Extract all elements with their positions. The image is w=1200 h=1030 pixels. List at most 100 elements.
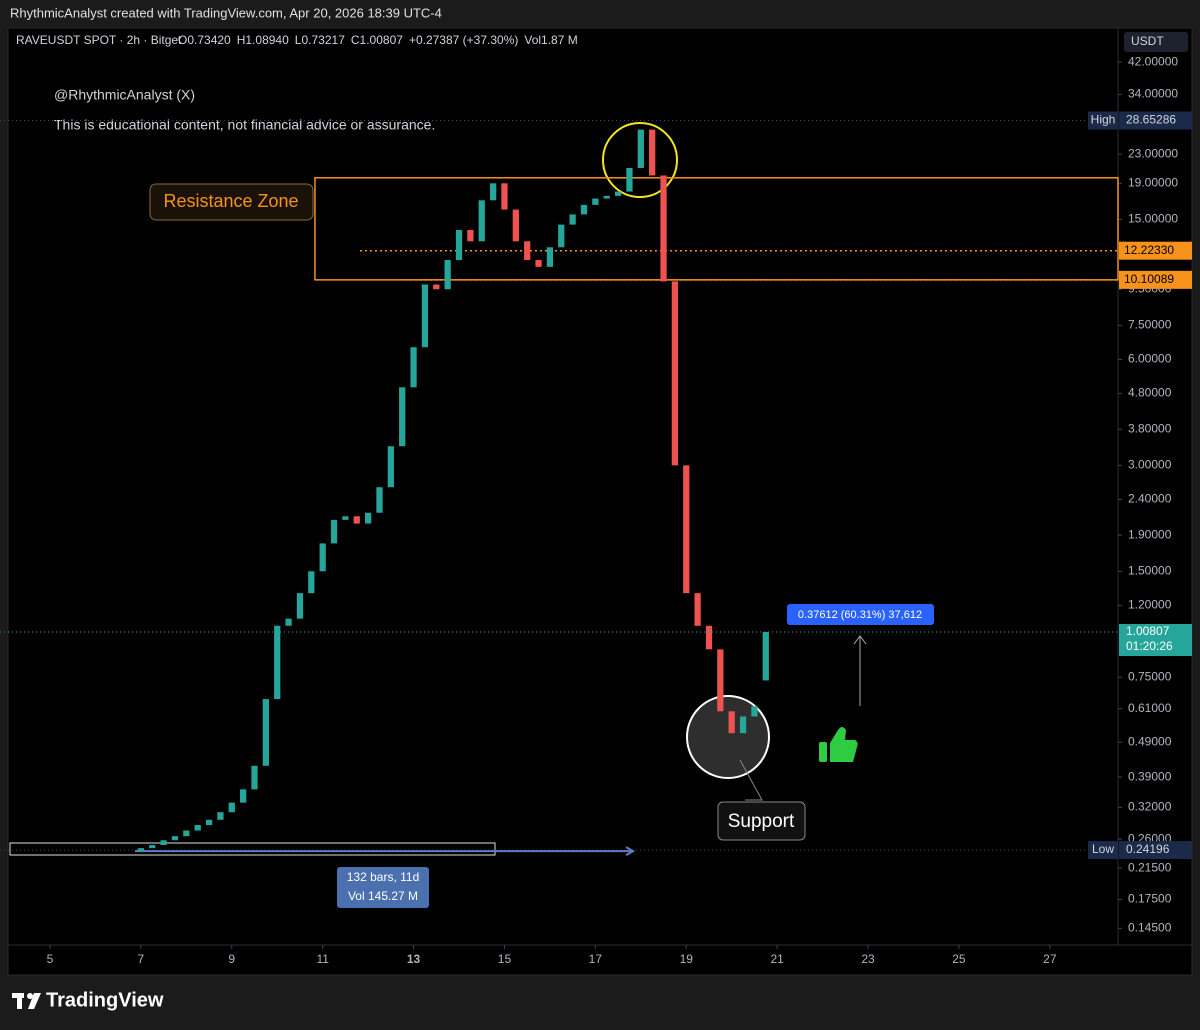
candle-body: [739, 716, 747, 734]
thumbs-up: [819, 727, 858, 762]
candle-body: [455, 229, 463, 261]
measure-arrowhead: [625, 846, 636, 856]
candle-body: [569, 214, 576, 225]
legend-change: +0.27387 (+37.30%): [409, 33, 518, 47]
candle-body: [364, 512, 372, 524]
candle-body: [399, 387, 406, 447]
candle-body: [433, 284, 440, 290]
candle-body: [637, 129, 644, 169]
support-box: [717, 801, 806, 841]
legend-value: 1.00807: [360, 33, 404, 47]
y-tick-label: 0.14500: [1128, 920, 1172, 934]
x-tick-label: 13: [407, 952, 421, 966]
projection-label: 0.37612 (60.31%) 37,612: [798, 609, 922, 621]
candle-body: [580, 204, 588, 215]
candle-body: [353, 516, 360, 524]
y-tick-label: 0.39000: [1128, 769, 1172, 783]
candle-body: [217, 812, 224, 820]
range-box: [9, 842, 496, 856]
legend-value: 0.73217: [301, 33, 345, 47]
candle-body: [512, 209, 519, 242]
candle-body: [467, 229, 474, 242]
x-tick-label: 15: [498, 952, 512, 966]
candle-body: [205, 819, 213, 826]
support-callout: [739, 759, 763, 801]
legend-key: H: [237, 33, 246, 47]
x-tick-label: 7: [138, 952, 145, 966]
low-value-box: [1119, 841, 1192, 860]
symbol: RAVEUSDT SPOT · 2h · Bitget: [16, 33, 182, 47]
level-label-box: [1119, 270, 1192, 289]
brand: TradingView: [46, 989, 164, 1011]
candle-body: [546, 247, 554, 267]
peak-circle: [602, 122, 678, 198]
last-price-box: [1119, 624, 1192, 657]
low-value: 0.24196: [1126, 842, 1170, 856]
candle-body: [558, 224, 565, 248]
candle-body: [137, 848, 145, 852]
legend-value: 1.08940: [245, 33, 289, 47]
y-tick-label: 1.50000: [1128, 563, 1172, 577]
candle-body: [274, 625, 281, 700]
candle-body: [183, 830, 190, 837]
candle-body: [171, 836, 179, 841]
legend-value: 0.73420: [187, 33, 231, 47]
level-label: 12.22330: [1124, 243, 1174, 257]
candle-body: [751, 706, 758, 717]
high-name: High: [1091, 113, 1116, 127]
candle-body: [649, 129, 656, 176]
candle-body: [501, 183, 508, 210]
countdown: 01:20:26: [1126, 639, 1173, 653]
y-tick-label: 23.00000: [1128, 146, 1178, 160]
candle-body: [603, 195, 610, 199]
x-tick-label: 9: [228, 952, 235, 966]
candle-body: [330, 519, 338, 544]
candle-body: [705, 625, 713, 650]
note: @RhythmicAnalyst (X): [54, 87, 195, 103]
candle-body: [410, 347, 417, 388]
candle-body: [478, 200, 485, 242]
candle-body: [194, 825, 201, 831]
x-tick-label: 17: [589, 952, 603, 966]
measure-box: [337, 867, 429, 908]
x-tick-label: 5: [47, 952, 54, 966]
x-tick-label: 21: [770, 952, 784, 966]
candle-body: [660, 175, 667, 282]
candle-body: [251, 765, 258, 790]
y-tick-label: 2.40000: [1128, 492, 1172, 506]
candle-body: [342, 516, 349, 520]
high-label-box: [1088, 111, 1118, 130]
y-tick-label: 15.00000: [1128, 212, 1178, 226]
projection-arrowhead: [853, 635, 867, 645]
high-value-box: [1119, 111, 1192, 130]
y-tick-label: 1.20000: [1128, 598, 1172, 612]
y-tick-label: 0.17500: [1128, 892, 1172, 906]
measure-label: Vol 145.27 M: [348, 889, 418, 903]
candle-body: [762, 632, 769, 681]
y-tick-label: 0.32000: [1128, 800, 1172, 814]
y-tick-label: 6.00000: [1128, 352, 1172, 366]
candle-body: [296, 593, 304, 619]
candle-body: [387, 446, 394, 488]
y-tick-label: 34.00000: [1128, 87, 1178, 101]
candle-body: [149, 845, 156, 849]
y-tick-label: 3.80000: [1128, 421, 1172, 435]
candle-body: [535, 260, 542, 267]
low-label-box: [1088, 841, 1118, 860]
last-price: 1.00807: [1126, 624, 1170, 638]
x-tick-label: 19: [680, 952, 694, 966]
candle-body: [683, 465, 690, 594]
y-tick-label: 42.00000: [1128, 54, 1178, 68]
x-tick-label: 11: [316, 952, 329, 966]
support-label: Support: [728, 811, 795, 832]
legend-key: Vol: [524, 33, 541, 47]
y-tick-label: 4.80000: [1128, 386, 1172, 400]
projection-box: [787, 604, 934, 625]
brand-logo: [12, 993, 41, 1009]
candle-body: [592, 198, 599, 205]
currency-box: [1124, 32, 1188, 52]
legend-key: L: [295, 33, 302, 47]
low-name: Low: [1092, 842, 1114, 856]
y-tick-label: 7.50000: [1128, 318, 1172, 332]
candle-body: [728, 711, 735, 734]
